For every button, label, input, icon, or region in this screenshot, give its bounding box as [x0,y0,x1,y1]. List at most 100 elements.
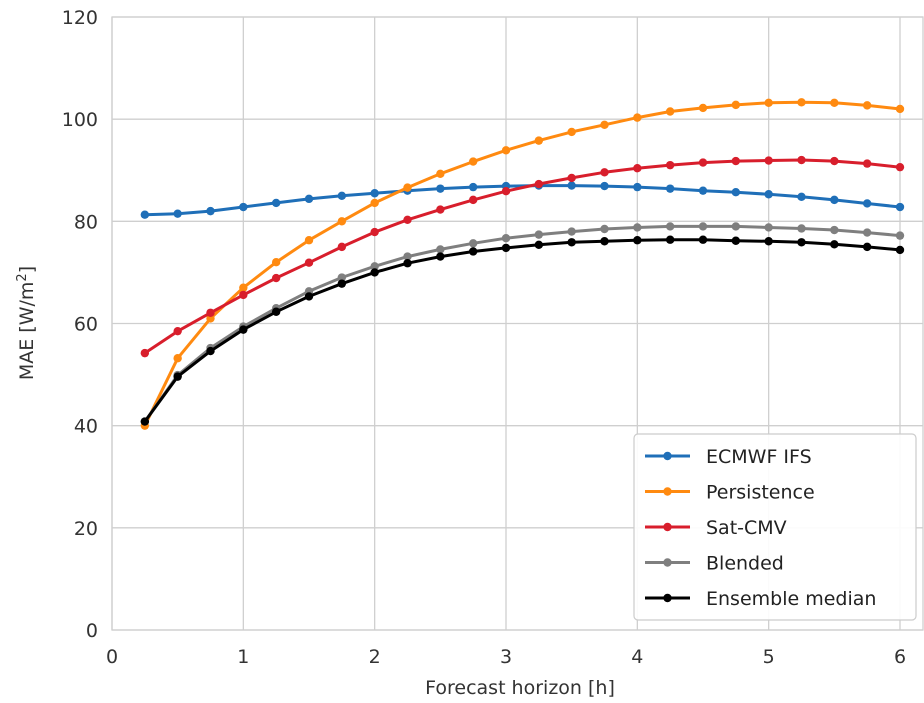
data-point-ensemble-median [600,237,609,246]
data-point-ensemble-median [567,238,576,247]
data-point-ensemble-median [304,292,314,301]
data-point-ecmwf-ifs [600,181,609,191]
data-point-ecmwf-ifs [239,202,248,212]
data-point-ecmwf-ifs [895,202,905,212]
data-point-sat-cmv [633,164,642,173]
series-layer [140,98,905,430]
series-ensemble-median [140,235,905,426]
legend-label: Persistence [706,482,815,504]
data-point-blended [633,223,642,232]
data-point-persistence [436,169,445,179]
data-point-persistence [567,127,576,137]
data-point-ecmwf-ifs [567,181,576,190]
data-point-blended [830,225,839,235]
series-line-persistence [143,100,901,427]
data-point-ensemble-median [764,237,773,246]
data-point-ensemble-median [862,242,872,252]
data-point-ensemble-median [403,259,412,268]
x-tick-label: 4 [631,646,643,668]
y-tick-label: 100 [62,109,98,131]
data-point-ecmwf-ifs [206,206,215,216]
data-point-ecmwf-ifs [436,184,445,193]
data-point-ensemble-median [633,236,642,245]
data-point-persistence [239,283,248,292]
data-point-persistence [698,103,708,113]
data-point-sat-cmv [830,156,839,166]
legend-label: Sat-CMV [706,517,787,539]
data-point-ecmwf-ifs [862,199,872,208]
x-tick-label: 2 [369,646,381,668]
x-tick-label: 5 [763,646,775,668]
data-point-ecmwf-ifs [337,191,347,200]
data-point-ensemble-median [698,235,708,244]
legend-swatch-marker [663,593,672,603]
x-tick-label: 0 [106,646,118,668]
legend-label: ECMWF IFS [706,446,812,468]
x-tick-label: 1 [237,646,249,668]
data-point-ecmwf-ifs [731,188,741,197]
legend-swatch-marker [663,451,672,461]
data-point-sat-cmv [239,290,248,300]
data-point-sat-cmv [370,227,379,237]
data-point-ecmwf-ifs [698,186,708,195]
data-point-persistence [468,157,478,166]
data-point-blended [436,245,445,254]
data-point-ensemble-median [501,243,511,253]
series-line-sat-cmv [143,158,901,355]
data-point-persistence [337,217,347,226]
data-point-blended [337,273,347,282]
data-point-blended [600,224,609,234]
legend-swatch-marker [663,522,672,532]
plot-area-frame [111,16,924,631]
x-axis-label: Forecast horizon [h] [425,677,615,699]
legend-label: Ensemble median [706,588,876,610]
data-point-sat-cmv [567,173,576,183]
data-point-ecmwf-ifs [665,184,675,193]
data-point-sat-cmv [436,205,445,214]
series-persistence [140,98,905,430]
data-point-ecmwf-ifs [764,190,773,199]
data-point-persistence [304,236,314,245]
data-point-blended [403,252,412,261]
data-point-sat-cmv [797,155,806,165]
data-point-persistence [534,136,544,145]
legend-label: Blended [706,553,784,575]
data-point-ensemble-median [468,247,478,256]
y-tick-label: 60 [74,314,98,336]
y-tick-label: 80 [74,211,98,233]
data-point-ecmwf-ifs [173,209,182,218]
data-point-ensemble-median [731,236,741,245]
series-line-blended [143,224,901,423]
y-axis-ticks: 0 20 40 60 80 100 120 [62,7,98,642]
x-tick-label: 3 [500,646,512,668]
data-point-blended [534,230,544,239]
data-point-ensemble-median [206,346,215,356]
data-point-sat-cmv [698,158,708,167]
x-axis-ticks: 0 1 2 3 4 5 6 [106,646,906,668]
data-point-ensemble-median [534,240,544,250]
data-point-sat-cmv [140,348,150,358]
data-point-sat-cmv [271,273,281,283]
data-point-sat-cmv [895,162,905,172]
data-point-blended [698,222,708,231]
legend-item-ecmwf-ifs: ECMWF IFS [645,446,812,468]
data-point-sat-cmv [173,326,182,336]
data-point-blended [895,231,905,240]
data-point-sat-cmv [665,160,675,170]
data-point-ensemble-median [271,307,281,316]
data-point-persistence [403,183,412,192]
legend-item-blended: Blended [645,553,784,575]
data-point-ecmwf-ifs [633,182,642,192]
data-point-ecmwf-ifs [140,210,150,219]
data-point-ensemble-median [830,240,839,249]
data-point-ensemble-median [436,252,445,261]
data-point-persistence [797,98,806,107]
data-point-blended [862,228,872,237]
data-point-persistence [895,104,905,114]
legend-box [633,433,917,621]
data-point-ecmwf-ifs [830,195,839,205]
x-tick-label: 6 [894,646,906,668]
series-line-ensemble-median [143,238,901,423]
data-point-ecmwf-ifs [797,192,806,202]
